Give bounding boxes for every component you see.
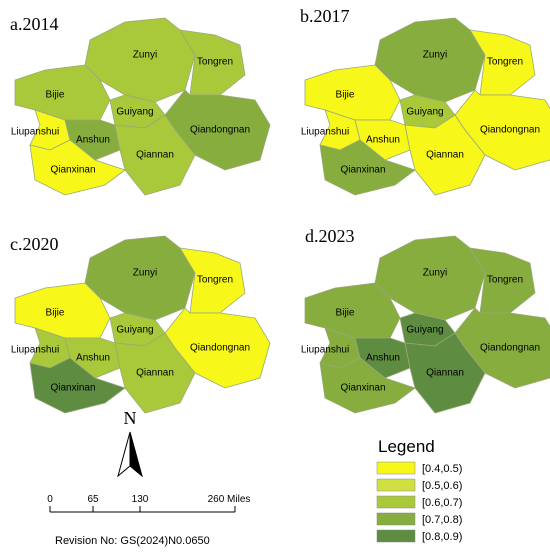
- region-label: Qiandongnan: [190, 125, 250, 136]
- north-label: N: [124, 408, 137, 428]
- panel-title: b.2017: [300, 6, 350, 26]
- region-label: Guiyang: [406, 325, 443, 336]
- region: [114, 114, 196, 196]
- region: [404, 332, 486, 414]
- legend-box: [370, 438, 520, 546]
- region: [404, 114, 486, 196]
- north-arrow: [117, 431, 143, 478]
- legend-label: [0.5,0.6): [422, 480, 462, 492]
- scale-label: 0: [47, 494, 53, 505]
- region-label: Bijie: [336, 308, 355, 319]
- region-label: Zunyi: [423, 268, 447, 279]
- region: [319, 357, 416, 414]
- region-label: Zunyi: [133, 50, 157, 61]
- region: [179, 247, 246, 314]
- region-label: Anshun: [366, 135, 400, 146]
- region: [469, 29, 536, 96]
- region-label: Liupanshui: [11, 127, 59, 138]
- region: [14, 282, 111, 339]
- region-label: Guiyang: [116, 325, 153, 336]
- region-label: Qiandongnan: [480, 343, 540, 354]
- region-label: Zunyi: [133, 268, 157, 279]
- region-label: Bijie: [336, 90, 355, 101]
- legend-swatch: [376, 495, 416, 509]
- region: [304, 282, 401, 339]
- map-panel: Zunyi Tongren Bijie Guiyang Qiandongnan Liupa…: [11, 17, 271, 196]
- map-panel: Zunyi Tongren Bijie Guiyang Qiandongnan Liupa…: [11, 235, 271, 414]
- region: [304, 64, 401, 121]
- region-label: Qianxinan: [50, 383, 95, 394]
- region-label: Anshun: [76, 353, 110, 364]
- legend-label: [0.8,0.9): [422, 531, 462, 543]
- region: [179, 29, 246, 96]
- legend-swatch: [376, 529, 416, 543]
- region: [114, 332, 196, 414]
- region-label: Anshun: [366, 353, 400, 364]
- scale-label: 130: [132, 494, 149, 505]
- legend-title: Legend: [378, 437, 435, 456]
- region-label: Tongren: [487, 57, 523, 68]
- region-label: Qianxinan: [50, 165, 95, 176]
- legend-label: [0.6,0.7): [422, 497, 462, 509]
- region-label: Qiannan: [426, 150, 464, 161]
- region-label: Liupanshui: [301, 345, 349, 356]
- region-label: Guiyang: [116, 107, 153, 118]
- region-label: Bijie: [46, 90, 65, 101]
- region-label: Liupanshui: [301, 127, 349, 138]
- region: [29, 139, 126, 196]
- region-label: Qianxinan: [340, 165, 385, 176]
- region: [29, 357, 126, 414]
- region-label: Tongren: [197, 275, 233, 286]
- north-arrow-right: [129, 431, 143, 478]
- region-label: Qiandongnan: [480, 125, 540, 136]
- panel-title: d.2023: [305, 226, 355, 246]
- region: [14, 64, 111, 121]
- region-label: Guiyang: [406, 107, 443, 118]
- panel-title: c.2020: [10, 234, 59, 254]
- map-panel: Zunyi Tongren Bijie Guiyang Qiandongnan Liupa…: [301, 235, 550, 414]
- revision-note: Revision No: GS(2024)N0.0650: [55, 535, 210, 547]
- map-panel: Zunyi Tongren Bijie Guiyang Qiandongnan Liupa…: [301, 17, 550, 196]
- region-label: Qianxinan: [340, 383, 385, 394]
- region-label: Liupanshui: [11, 345, 59, 356]
- legend-swatch: [376, 512, 416, 526]
- region-label: Bijie: [46, 308, 65, 319]
- region-label: Qiannan: [426, 368, 464, 379]
- legend-swatch: [376, 478, 416, 492]
- region-label: Tongren: [197, 57, 233, 68]
- legend-label: [0.4,0.5): [422, 463, 462, 475]
- region: [319, 139, 416, 196]
- region-label: Zunyi: [423, 50, 447, 61]
- region-label: Anshun: [76, 135, 110, 146]
- scale-label: 65: [87, 494, 99, 505]
- region: [469, 247, 536, 314]
- panel-title: a.2014: [10, 14, 59, 34]
- region-label: Qiandongnan: [190, 343, 250, 354]
- scale-label: 260 Miles: [208, 494, 251, 505]
- legend-swatch: [376, 461, 416, 475]
- legend-label: [0.7,0.8): [422, 514, 462, 526]
- region-label: Tongren: [487, 275, 523, 286]
- region-label: Qiannan: [136, 150, 174, 161]
- region-label: Qiannan: [136, 368, 174, 379]
